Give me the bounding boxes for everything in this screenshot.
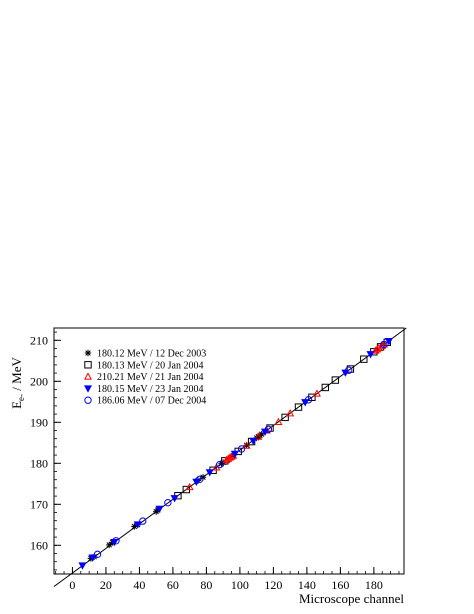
data-point-series-5	[345, 366, 353, 374]
y-axis-title-main: E	[9, 401, 24, 409]
x-tick-label: 20	[100, 578, 112, 592]
legend-marker-4	[83, 385, 93, 393]
y-tick-label: 190	[30, 415, 48, 429]
data-point-series-4	[366, 351, 375, 359]
data-point-series-5	[237, 445, 246, 453]
data-points	[78, 338, 393, 570]
data-point-series-4	[249, 437, 258, 445]
data-point-series-5	[304, 396, 313, 404]
data-point-series-2	[221, 457, 229, 465]
y-tick-label: 210	[30, 333, 48, 347]
legend-label-1: 180.12 MeV / 12 Dec 2003	[97, 349, 206, 360]
legend-label-3: 210.21 MeV / 21 Jan 2004	[97, 372, 203, 383]
y-axis-title-subscript: e-	[16, 394, 26, 401]
data-point-series-2	[360, 355, 368, 363]
y-axis-title: Ee- / MeV	[9, 357, 26, 409]
data-point-series-4	[88, 554, 97, 562]
x-tick-label: 120	[264, 578, 282, 592]
data-point-series-4	[170, 495, 179, 503]
data-point-series-4	[230, 450, 239, 459]
data-point-series-2	[294, 403, 303, 411]
data-point-series-3	[254, 432, 263, 440]
axes: 0 20 40 60 80 100 120 140 160 180 160 170 180 190 200 2…	[9, 327, 405, 606]
plot-frame	[53, 327, 405, 575]
star-stroke	[85, 350, 91, 356]
y-axis-title-unit: / MeV	[9, 357, 24, 394]
legend-marker-1	[84, 349, 92, 357]
data-point-series-5	[380, 340, 388, 349]
y-tick-label: 180	[30, 456, 48, 470]
legend-label-5: 186.06 MeV / 07 Dec 2004	[97, 396, 206, 407]
data-point-series-1	[106, 541, 113, 549]
data-point-series-3	[373, 345, 382, 353]
data-point-series-5	[93, 550, 102, 559]
data-point-series-3	[286, 409, 295, 417]
x-tick-label: 180	[365, 578, 383, 592]
data-point-series-5	[264, 425, 273, 433]
x-tick-label: 160	[331, 578, 349, 592]
x-tick-label: 60	[167, 578, 179, 592]
data-point-series-2	[331, 376, 340, 384]
data-point-series-2	[281, 413, 289, 422]
data-point-series-4	[133, 521, 142, 529]
data-point-series-3	[242, 441, 251, 449]
x-tick-label: 80	[200, 578, 212, 592]
data-point-series-3	[185, 482, 194, 491]
data-point-series-5	[216, 460, 224, 469]
legend-label-2: 180.13 MeV / 20 Jan 2004	[97, 360, 203, 371]
data-point-series-4	[205, 469, 214, 477]
data-point-series-5	[164, 498, 172, 507]
data-point-series-5	[112, 537, 120, 545]
x-tick-label: 140	[298, 578, 316, 592]
data-point-series-3	[274, 417, 283, 425]
data-point-series-5	[139, 517, 147, 525]
data-point-series-3	[379, 340, 388, 348]
x-tick-label: 100	[231, 578, 249, 592]
legend-marker-2	[84, 361, 92, 369]
data-point-series-4	[155, 505, 164, 514]
star-stroke	[106, 542, 113, 548]
y-tick-label: 170	[30, 497, 48, 511]
data-point-series-3	[312, 389, 321, 397]
legend-label-4: 180.15 MeV / 23 Jan 2004	[97, 384, 203, 395]
data-point-series-2	[321, 383, 329, 392]
legend-marker-5	[84, 396, 92, 404]
data-point-series-4	[78, 562, 87, 570]
x-tick-label: 0	[69, 578, 75, 592]
data-point-series-3	[227, 452, 236, 460]
data-point-series-4	[384, 338, 393, 346]
data-point-series-2	[346, 365, 355, 373]
data-point-series-5	[195, 475, 204, 483]
y-tick-label: 160	[30, 538, 48, 552]
x-tick-label: 40	[133, 578, 145, 592]
x-axis-title: Microscope channel	[299, 591, 404, 606]
legend-marker-3	[83, 372, 93, 380]
star-stroke	[200, 474, 206, 480]
y-tick-label: 200	[30, 374, 48, 388]
data-point-series-3	[225, 453, 234, 461]
